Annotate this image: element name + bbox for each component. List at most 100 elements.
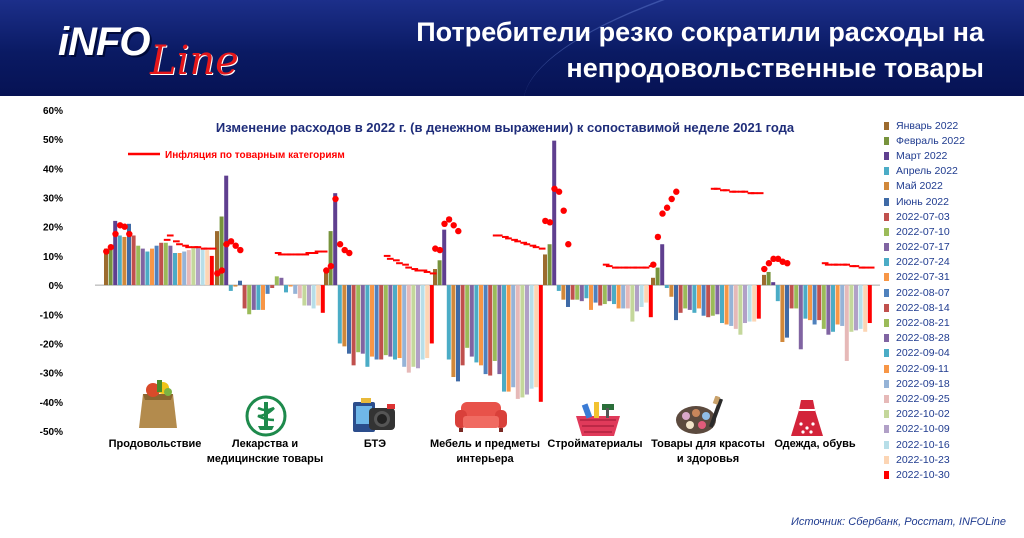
bar — [798, 285, 803, 350]
inflation-dot — [126, 230, 133, 238]
bar — [817, 285, 822, 321]
bar — [497, 285, 502, 375]
bar — [145, 251, 150, 286]
legend-label: 2022-09-18 — [896, 377, 950, 390]
bar — [674, 285, 678, 321]
legend-swatch — [884, 167, 889, 176]
bar — [328, 231, 333, 286]
bar — [425, 285, 430, 359]
bar — [113, 220, 118, 286]
legend-swatch — [884, 425, 889, 434]
legend-label: Март 2022 — [896, 149, 948, 162]
bar — [397, 285, 402, 359]
legend-item: 2022-08-21 — [884, 315, 1018, 330]
legend-swatch — [884, 136, 889, 145]
legend-label: Апрель 2022 — [896, 165, 958, 178]
bar — [669, 285, 674, 297]
y-tick-label: -20% — [40, 339, 63, 350]
bar — [547, 244, 552, 286]
inflation-dot — [774, 255, 782, 263]
bar — [844, 285, 849, 361]
bar — [163, 242, 168, 286]
bar — [724, 285, 729, 325]
bar — [552, 140, 557, 286]
legend-swatch — [884, 273, 889, 282]
bar — [177, 252, 182, 286]
bar — [831, 285, 835, 332]
inflation-dot — [555, 188, 563, 195]
bar — [168, 245, 173, 286]
inflation-dot — [121, 223, 128, 230]
bar — [360, 285, 365, 354]
inflation-dot — [765, 260, 773, 267]
bar — [867, 285, 872, 324]
grocery-bag-icon — [133, 378, 183, 435]
legend-swatch — [884, 470, 889, 479]
legend-item: Июнь 2022 — [884, 194, 1018, 209]
legend-swatch — [884, 440, 889, 449]
legend-swatch — [884, 455, 889, 464]
bar — [182, 251, 187, 286]
inflation-dot — [341, 246, 348, 254]
inflation-dot — [659, 210, 666, 217]
bar — [324, 271, 328, 286]
bar — [738, 285, 743, 335]
legend-label: 2022-09-11 — [896, 362, 949, 375]
bar — [406, 285, 411, 373]
legend-item: Апрель 2022 — [884, 164, 1018, 179]
legend-swatch — [884, 394, 889, 403]
inflation-dot — [441, 220, 448, 228]
bar — [351, 285, 356, 366]
bar — [242, 285, 247, 309]
bar — [311, 285, 316, 309]
bar — [374, 285, 379, 360]
bar — [639, 285, 644, 307]
bar — [209, 255, 214, 286]
inflation-dot — [650, 261, 657, 268]
inflation-dot — [770, 255, 777, 263]
legend-item: 2022-07-24 — [884, 255, 1018, 270]
bar — [840, 285, 845, 326]
bar — [683, 285, 688, 309]
bar — [108, 245, 113, 286]
inflation-dot — [223, 241, 230, 248]
bar — [502, 285, 506, 392]
inflation-dot — [237, 246, 244, 254]
bar — [316, 285, 321, 306]
bar — [383, 285, 388, 356]
legend-swatch — [884, 349, 889, 358]
bar — [706, 285, 711, 318]
legend-item: 2022-09-04 — [884, 346, 1018, 361]
bar — [297, 285, 302, 299]
bar — [701, 285, 706, 316]
bar — [215, 231, 219, 286]
inflation-dot — [673, 188, 680, 195]
bar — [756, 285, 761, 319]
bar — [136, 245, 141, 286]
bar — [200, 248, 205, 286]
bar — [251, 285, 256, 310]
bar — [635, 285, 639, 312]
bar — [794, 285, 799, 309]
y-tick-label: -30% — [40, 369, 63, 380]
bar — [402, 285, 407, 367]
source-note: Источник: Сбербанк, Росстат, INFOLine — [791, 516, 1006, 528]
y-tick-label: 0% — [49, 281, 64, 292]
legend-label: 2022-07-03 — [896, 210, 950, 223]
bar — [612, 285, 616, 305]
bar — [651, 277, 655, 286]
y-tick-label: 50% — [43, 135, 63, 146]
bar — [648, 285, 653, 318]
bar — [780, 285, 785, 342]
bar — [570, 285, 575, 300]
bar — [812, 285, 817, 325]
inflation-dot — [761, 265, 768, 273]
tools-basket-icon — [572, 398, 624, 443]
bar — [196, 247, 200, 286]
bar — [743, 285, 747, 324]
legend-swatch — [884, 303, 889, 312]
bar — [534, 285, 539, 388]
cosmetics-icon — [672, 395, 728, 441]
legend-item: 2022-08-14 — [884, 300, 1018, 315]
bar — [456, 285, 460, 382]
